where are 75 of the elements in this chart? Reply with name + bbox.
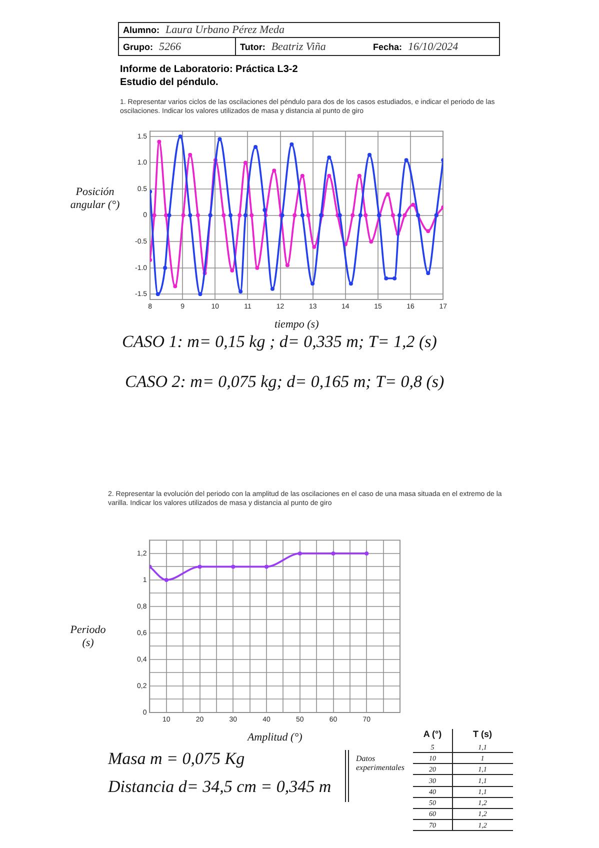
point: [357, 174, 362, 178]
point: [364, 551, 369, 556]
point: [270, 286, 274, 291]
point: [243, 213, 248, 218]
point: [290, 142, 294, 146]
point: [230, 268, 234, 272]
point: [285, 263, 290, 268]
point: [188, 213, 192, 218]
text: CASO 1: m= 0,15 kg ; d= 0,335 m; T= 1,2 (s): [122, 332, 437, 352]
point: [262, 208, 267, 212]
point: [163, 266, 168, 270]
point: [350, 213, 355, 218]
point: [327, 174, 332, 178]
point: [397, 213, 402, 218]
point: [231, 564, 236, 569]
point: [392, 276, 397, 280]
point: [426, 229, 430, 234]
point: [298, 551, 302, 556]
text: CASO 2: m= 0,075 kg; d= 0,165 m; T= 0,8 (s): [125, 372, 444, 392]
point: [369, 240, 374, 244]
point: [364, 213, 368, 218]
point: [152, 213, 156, 218]
y-axis-title: Periodo (s): [69, 624, 107, 650]
point: [222, 213, 226, 218]
point: [348, 282, 353, 286]
point: [272, 168, 276, 173]
text: Datos experimentales: [356, 754, 406, 772]
point: [426, 271, 430, 276]
point: [173, 284, 178, 288]
point: [300, 213, 304, 218]
point: [306, 213, 310, 218]
point: [167, 213, 172, 218]
point: [331, 551, 336, 556]
point: [358, 213, 362, 218]
x-tick-label: T (s): [473, 728, 492, 739]
point: [300, 174, 304, 178]
point: [228, 213, 232, 218]
point: [238, 213, 242, 218]
point: [198, 292, 202, 296]
point: [164, 213, 168, 218]
y-axis-title: Posición angular (°): [69, 186, 121, 212]
point: [198, 564, 202, 569]
point: [188, 152, 192, 157]
form-box: Alumno: Laura Urbano Pérez Meda Grupo: 5266 Tutor: Beatriz Viña Fecha: 16/10/2024: [118, 22, 500, 56]
point: [264, 564, 269, 569]
point: [178, 134, 182, 138]
point: [292, 213, 297, 218]
point: [254, 144, 258, 149]
point: [255, 266, 260, 270]
point: [404, 158, 408, 162]
point: [411, 202, 416, 207]
point: [157, 140, 162, 144]
point: [402, 213, 407, 218]
point: [218, 137, 222, 142]
point: [164, 578, 168, 582]
x-axis-title: Amplitud (°): [246, 731, 303, 744]
point: [243, 160, 248, 165]
point: [156, 292, 160, 296]
point: [312, 244, 316, 249]
point: [181, 213, 186, 218]
y-axis-title: A (°): [423, 728, 442, 739]
point: [250, 213, 254, 218]
text: Informe de Laboratorio: Práctica L3-2: [120, 64, 298, 75]
point: [238, 290, 243, 294]
text: Distancia d= 34,5 cm = 0,345 m: [108, 777, 332, 797]
point: [384, 276, 388, 280]
text: Estudio del péndulo.: [120, 77, 218, 88]
point: [327, 155, 332, 160]
point: [310, 282, 315, 286]
point: [390, 213, 395, 218]
point: [368, 152, 372, 157]
text: Masa m = 0,075 Kg: [108, 749, 245, 769]
point: [196, 213, 200, 218]
point: [386, 192, 390, 196]
x-axis-title: tiempo (s): [274, 318, 320, 330]
